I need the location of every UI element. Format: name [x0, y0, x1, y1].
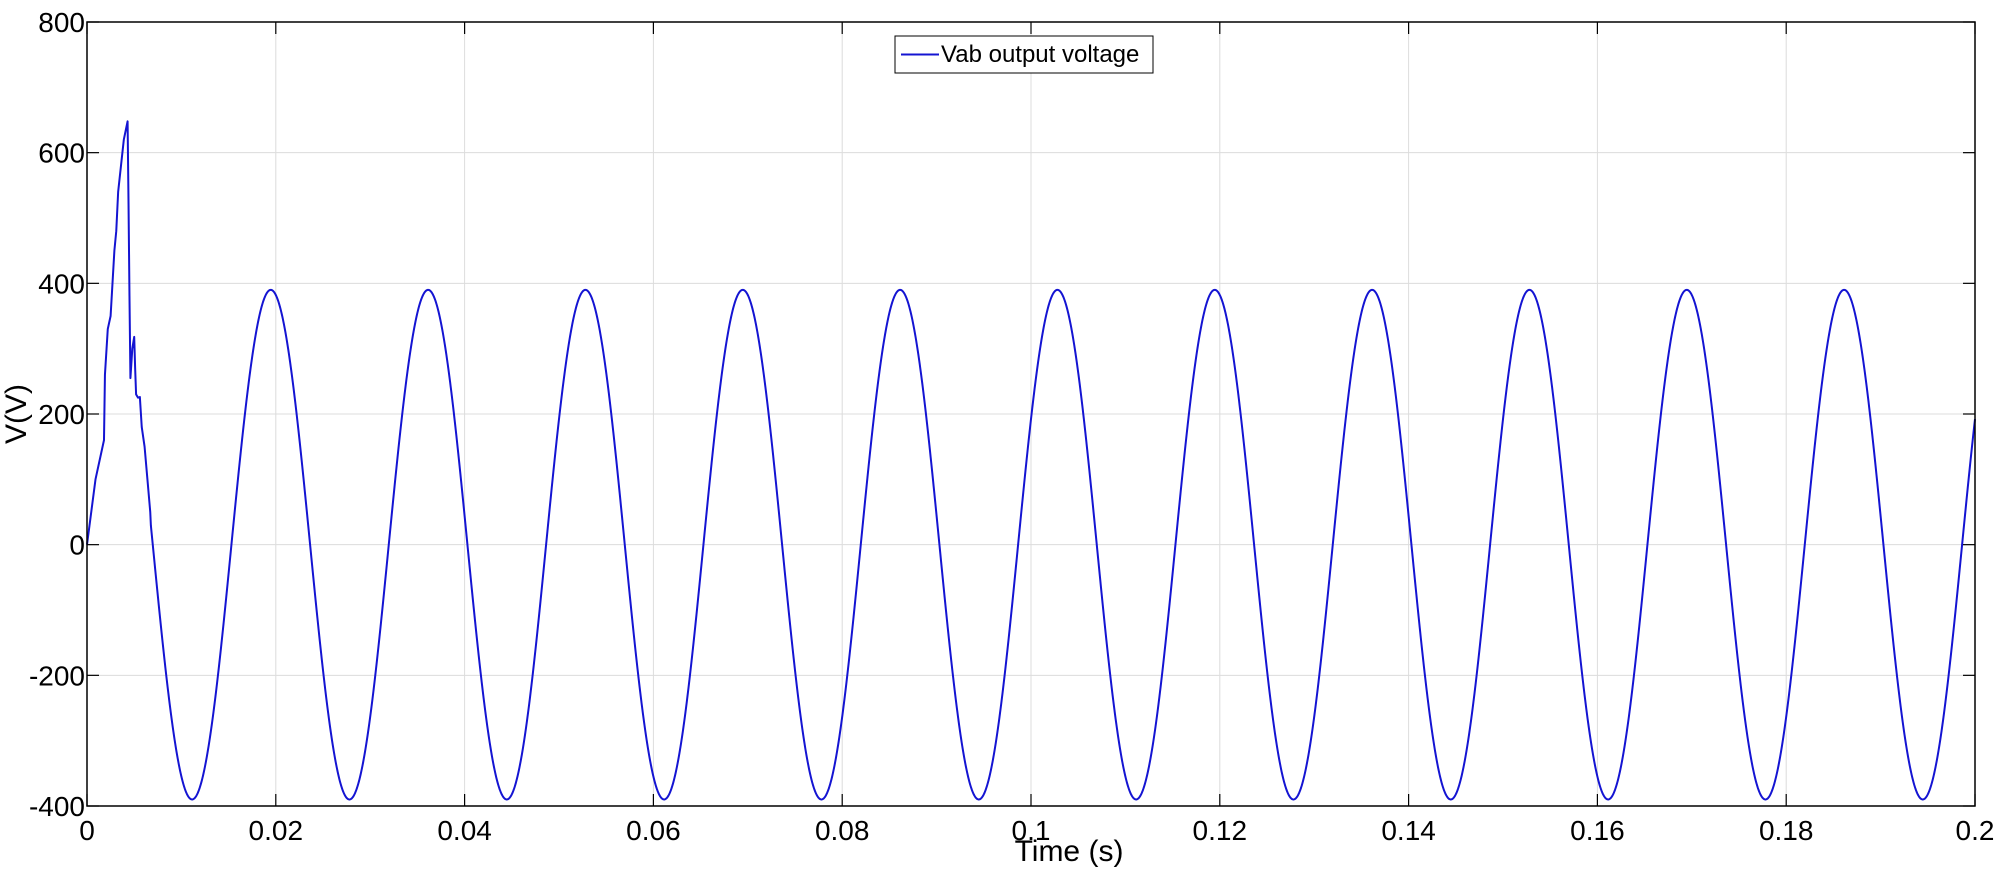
legend: Vab output voltage [894, 35, 1154, 74]
x-tick-label: 0.2 [1956, 815, 1995, 846]
x-tick-label: 0.06 [626, 815, 681, 846]
y-tick-label: -200 [29, 660, 85, 691]
y-tick-label: 800 [38, 7, 85, 38]
y-tick-label: 600 [38, 138, 85, 169]
y-axis-label: V(V) [0, 384, 33, 444]
x-tick-label: 0.08 [815, 815, 870, 846]
legend-label: Vab output voltage [941, 41, 1139, 68]
y-tick-label: -400 [29, 791, 85, 822]
y-tick-label: 200 [38, 399, 85, 430]
y-tick-label: 400 [38, 268, 85, 299]
ticks [86, 21, 1976, 807]
tick-labels: 0 0.02 0.04 0.06 0.08 0.1 0.12 0.14 0.16 0.18 0.2 8… [29, 7, 1995, 846]
x-tick-label: 0.16 [1570, 815, 1625, 846]
x-tick-label: 0.02 [249, 815, 304, 846]
x-tick-label: 0.14 [1381, 815, 1436, 846]
x-axis-label: Time (s) [1015, 835, 1124, 868]
x-tick-label: 0 [79, 815, 95, 846]
x-tick-label: 0.18 [1759, 815, 1814, 846]
series-layer [86, 120, 1976, 801]
series-line [86, 120, 1976, 801]
y-tick-label: 0 [69, 530, 85, 561]
x-tick-label: 0.04 [437, 815, 492, 846]
x-tick-label: 0.12 [1193, 815, 1248, 846]
x-tick-label: 0.1 [1012, 815, 1051, 846]
